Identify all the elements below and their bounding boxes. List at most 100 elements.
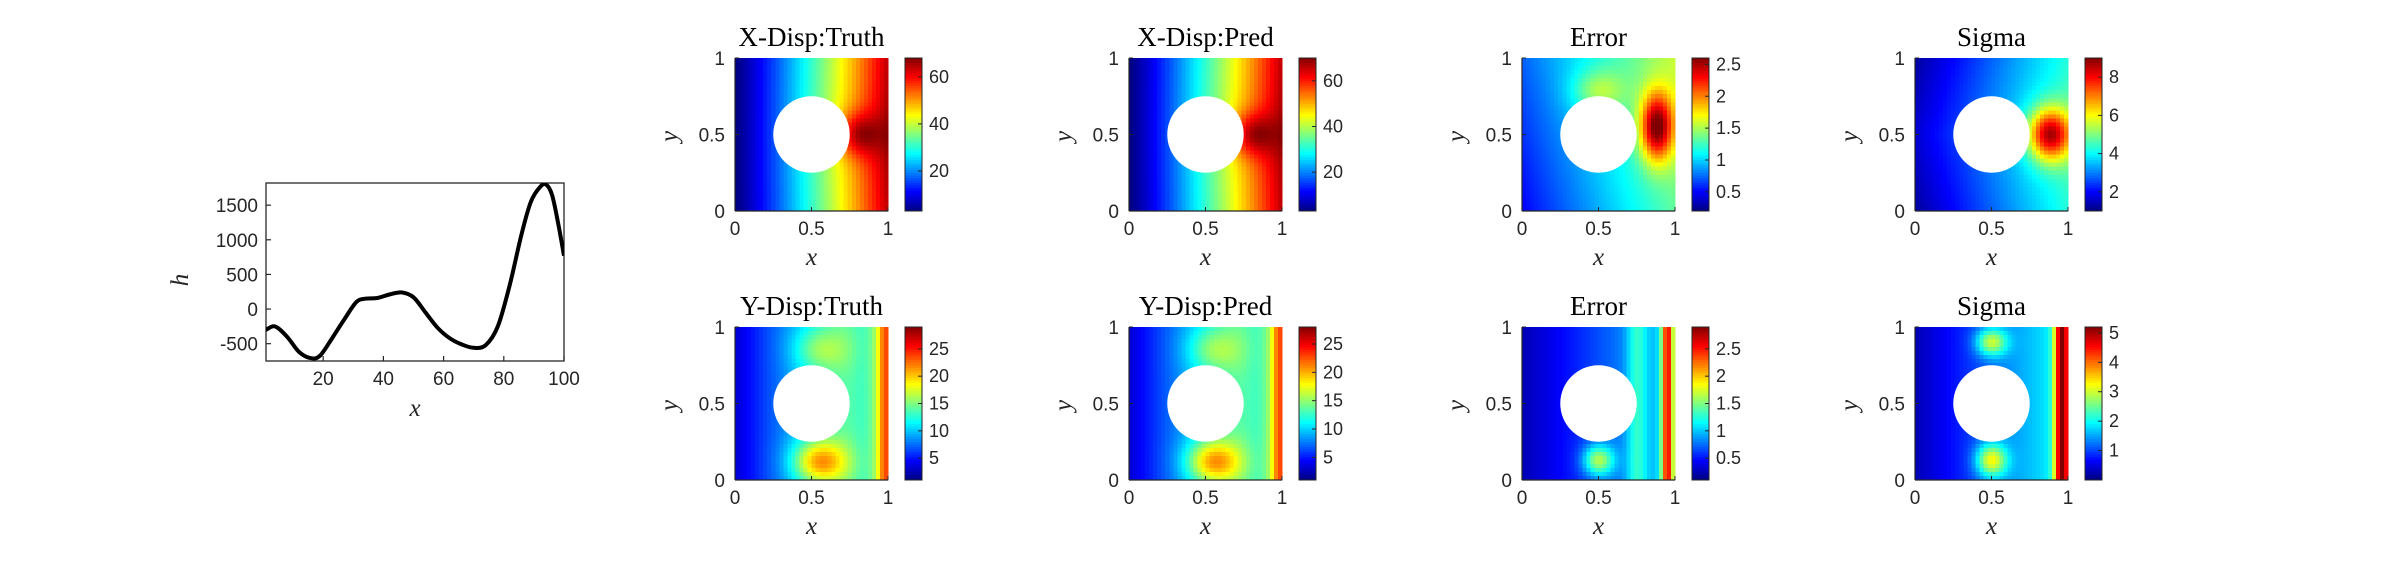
heatmap-cell bbox=[1935, 150, 1940, 156]
heatmap-cell bbox=[1269, 194, 1275, 200]
heatmap-cell bbox=[1265, 142, 1271, 148]
heatmap-cell bbox=[1229, 206, 1235, 212]
heatmap-cell bbox=[1257, 182, 1263, 188]
heatmap-cell bbox=[1237, 194, 1243, 200]
heatmap-cell bbox=[1646, 190, 1652, 196]
heatmap-cell bbox=[759, 202, 764, 208]
heatmap-cell bbox=[1943, 130, 1948, 136]
heatmap-cell bbox=[855, 94, 861, 99]
heatmap-cell bbox=[1197, 94, 1203, 99]
heatmap-cell bbox=[1610, 174, 1616, 180]
heatmap-cell bbox=[1927, 162, 1932, 168]
heatmap-cell bbox=[1654, 62, 1660, 67]
heatmap-cell bbox=[1161, 126, 1166, 132]
colorbar-step bbox=[1692, 162, 1709, 166]
heatmap-cell bbox=[795, 178, 801, 184]
heatmap-cell bbox=[1927, 90, 1932, 95]
heatmap-cell bbox=[1610, 206, 1616, 212]
heatmap-cell bbox=[1658, 98, 1664, 103]
heatmap-cell bbox=[1197, 194, 1203, 200]
heatmap-cell bbox=[835, 202, 841, 208]
heatmap-cell bbox=[1935, 86, 1940, 91]
heatmap-cell bbox=[779, 58, 784, 63]
heatmap-cell bbox=[1915, 134, 1920, 140]
heatmap-cell bbox=[743, 78, 748, 83]
heatmap-cell bbox=[1261, 122, 1267, 128]
heatmap-cell bbox=[1530, 106, 1535, 111]
heatmap-cell bbox=[1269, 146, 1275, 152]
heatmap-cell bbox=[1165, 174, 1170, 180]
heatmap-cell bbox=[759, 158, 764, 164]
colorbar-step bbox=[905, 70, 922, 74]
heatmap-cell bbox=[1650, 198, 1656, 204]
heatmap-cell bbox=[1265, 170, 1271, 176]
heatmap-cell bbox=[1205, 62, 1211, 67]
heatmap-cell bbox=[1522, 106, 1527, 111]
heatmap-cell bbox=[851, 166, 857, 172]
heatmap-cell bbox=[867, 130, 873, 136]
heatmap-cell bbox=[1939, 106, 1944, 111]
heatmap-cell bbox=[1947, 154, 1952, 160]
heatmap-cell bbox=[1670, 66, 1676, 71]
heatmap-cell bbox=[1550, 62, 1555, 67]
heatmap-cell bbox=[743, 154, 748, 160]
colorbar-step bbox=[1299, 101, 1316, 105]
heatmap-cell bbox=[1927, 142, 1932, 148]
heatmap-cell bbox=[755, 142, 760, 148]
heatmap-cell bbox=[1550, 174, 1555, 180]
heatmap-cell bbox=[1237, 150, 1243, 156]
heatmap-cell bbox=[807, 178, 813, 184]
heatmap-cell bbox=[1670, 102, 1676, 107]
heatmap-cell bbox=[739, 138, 744, 144]
heatmap-cell bbox=[1217, 194, 1223, 200]
heatmap-cell bbox=[847, 110, 853, 115]
heatmap-cell bbox=[1225, 178, 1231, 184]
heatmap-cell bbox=[839, 62, 845, 67]
heatmap-cell bbox=[851, 78, 857, 83]
heatmap-cell bbox=[1939, 206, 1944, 212]
heatmap-cell bbox=[859, 90, 865, 95]
colorbar-step bbox=[1692, 70, 1709, 74]
heatmap-cell bbox=[779, 102, 784, 107]
heatmap-cell bbox=[855, 206, 861, 212]
heatmap-cell bbox=[1654, 102, 1660, 107]
heatmap-cell bbox=[771, 194, 776, 200]
colorbar-step bbox=[1692, 131, 1709, 136]
heatmap-cells bbox=[1129, 58, 1283, 212]
colorbar-step bbox=[1299, 157, 1316, 161]
heatmap-cell bbox=[755, 138, 760, 144]
colorbar-step bbox=[1299, 98, 1316, 102]
heatmap-cell bbox=[875, 198, 881, 204]
heatmap-cell bbox=[1189, 174, 1195, 180]
heatmap-cell bbox=[1141, 146, 1146, 152]
heatmap-cell bbox=[1269, 58, 1275, 63]
heatmap-cell bbox=[1646, 182, 1652, 188]
heatmap-cell bbox=[1534, 166, 1539, 172]
heatmap-cell bbox=[1526, 162, 1531, 168]
heatmap-cell bbox=[1534, 114, 1539, 119]
heatmap-cell bbox=[1229, 194, 1235, 200]
heatmap-cell bbox=[855, 78, 861, 83]
heatmap-cell bbox=[1526, 94, 1531, 99]
heatmap-cell bbox=[1951, 150, 1956, 156]
heatmap-cell bbox=[1931, 174, 1936, 180]
heatmap-cell bbox=[855, 130, 861, 136]
colorbar-step bbox=[1692, 152, 1709, 156]
heatmap-cell bbox=[1935, 74, 1940, 79]
heatmap-cell bbox=[859, 162, 865, 168]
heatmap-cell bbox=[1654, 114, 1660, 119]
heatmap-cell bbox=[1526, 202, 1531, 208]
colorbar-step bbox=[1299, 106, 1316, 110]
heatmap-cell bbox=[1646, 142, 1652, 148]
heatmap-cell bbox=[1566, 162, 1571, 168]
heatmap-cell bbox=[1598, 198, 1604, 204]
heatmap-cell bbox=[1526, 122, 1531, 128]
heatmap-cell bbox=[1277, 142, 1283, 148]
heatmap-cell bbox=[1951, 106, 1956, 111]
heatmap-cell bbox=[1606, 174, 1612, 180]
heatmap-cell bbox=[1554, 130, 1559, 136]
heatmap-cell bbox=[1133, 162, 1138, 168]
heatmap-cell bbox=[799, 202, 805, 208]
heatmap-cell bbox=[1189, 202, 1195, 208]
heatmap-cell bbox=[1935, 78, 1940, 83]
